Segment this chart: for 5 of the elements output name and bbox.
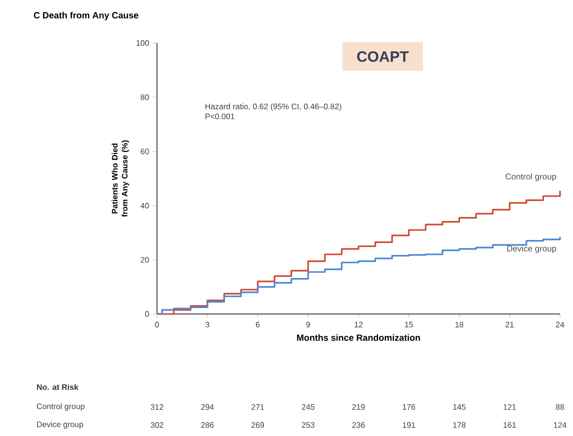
series-label: Control group [506,173,556,182]
x-axis-title: Months since Randomization [297,334,420,341]
series-label: Device group [507,245,556,254]
chart-title: C Death from Any Cause [34,12,138,20]
annotation: COAPT [357,51,409,62]
